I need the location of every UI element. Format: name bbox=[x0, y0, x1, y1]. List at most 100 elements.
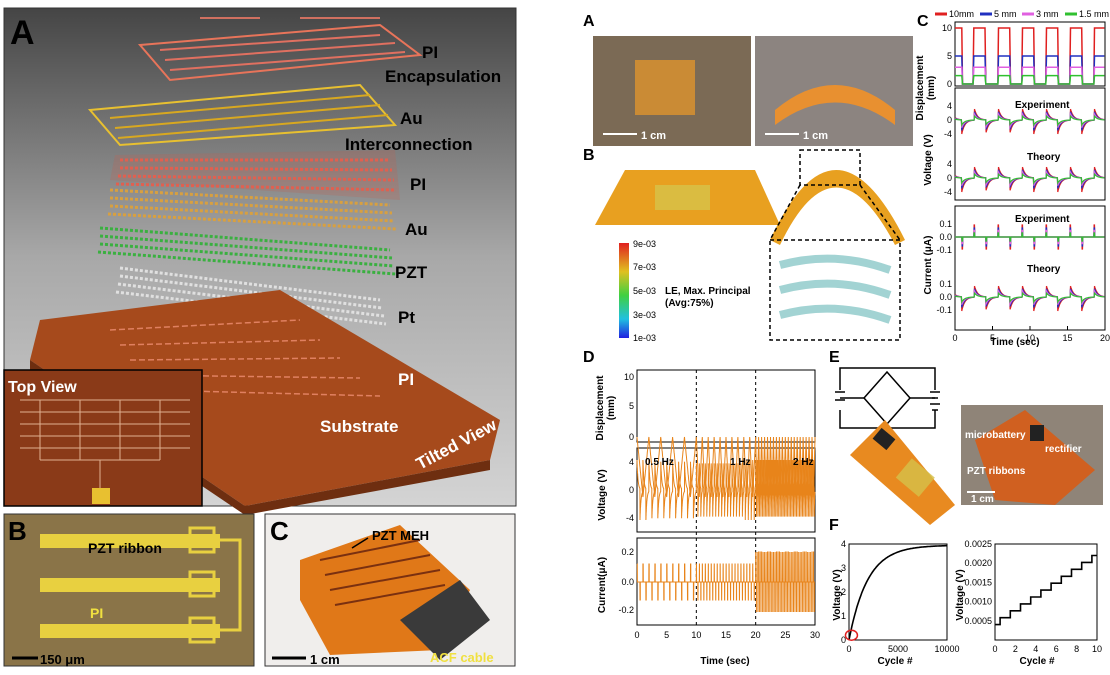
r-c-x-tick: 0 bbox=[952, 333, 957, 343]
label-au-1: Au bbox=[400, 109, 423, 128]
r-f-ylabel-1: Voltage (V) bbox=[832, 569, 843, 620]
r-c-curr-tick: 0.0 bbox=[939, 292, 952, 302]
r-f-y-tick-1: 3 bbox=[841, 563, 846, 573]
top-view-label: Top View bbox=[8, 379, 77, 396]
panel-b-ribbons bbox=[40, 526, 242, 644]
r-d-disp-tick: 0 bbox=[629, 432, 634, 442]
r-c-axes-1 bbox=[954, 87, 1106, 201]
label-interconnection: Interconnection bbox=[345, 135, 473, 154]
layer-pi-encapsulation bbox=[137, 17, 423, 82]
r-c-axes-0 bbox=[954, 21, 1106, 87]
panel-b-scale: 150 μm bbox=[40, 652, 85, 667]
r-c-disp-tick: 10 bbox=[942, 23, 952, 33]
r-c-curr-tick: 0.1 bbox=[939, 279, 952, 289]
r-f-y-tick-1: 4 bbox=[841, 539, 846, 549]
r-c-volt-tick: 0 bbox=[947, 115, 952, 125]
label-pi-3: PI bbox=[398, 370, 414, 389]
panel-c-letter: C bbox=[270, 516, 289, 546]
r-c-theory-1: Theory bbox=[1027, 152, 1061, 163]
panel-b-ribbon-label: PZT ribbon bbox=[88, 540, 162, 556]
r-c-volt-exp-3 bbox=[954, 114, 1105, 128]
r-d-volt-tick: 4 bbox=[629, 457, 634, 467]
r-c-curr-tick: 0.0 bbox=[939, 232, 952, 242]
r-f-axes-2 bbox=[994, 543, 1098, 641]
r-c-letter: C bbox=[917, 13, 929, 30]
r-e-rectifier: rectifier bbox=[1045, 444, 1082, 455]
r-d-ylabel-curr: Current(μA) bbox=[597, 557, 608, 613]
r-f-x-tick-1: 0 bbox=[846, 644, 851, 654]
r-c-experiment-2: Experiment bbox=[1015, 214, 1070, 225]
r-d-curr-series bbox=[636, 551, 815, 613]
right-figure: A 1 cm 1 cm B 9e-03 7e-03 bbox=[575, 0, 1110, 670]
r-f-x-tick-2: 8 bbox=[1074, 644, 1079, 654]
r-f-xlabel-1: Cycle # bbox=[877, 656, 912, 667]
r-b-colorbar-label: LE, Max. Principal bbox=[665, 286, 751, 297]
r-f-x-tick-2: 4 bbox=[1033, 644, 1038, 654]
label-pi-1: PI bbox=[422, 43, 438, 62]
r-f-y-tick-1: 2 bbox=[841, 587, 846, 597]
r-b-cbar-tick: 3e-03 bbox=[633, 310, 656, 320]
r-c-ylabel-curr: Current (μA) bbox=[923, 236, 934, 295]
r-f-red-circle bbox=[844, 629, 859, 641]
r-c-volt-tick: 4 bbox=[947, 101, 952, 111]
r-d-curr-tick: -0.2 bbox=[618, 605, 634, 615]
label-substrate: Substrate bbox=[320, 417, 398, 436]
r-e-microbattery: microbattery bbox=[965, 430, 1026, 441]
r-c-x-tick: 10 bbox=[1025, 333, 1035, 343]
layer-pi-red bbox=[110, 150, 400, 200]
r-d-ylabel-volt: Voltage (V) bbox=[597, 469, 608, 520]
r-b-letter: B bbox=[583, 147, 595, 164]
r-d-ylabel-disp: Displacement bbox=[595, 375, 606, 441]
r-c-legend: 10mm 5 mm 3 mm 1.5 mm bbox=[935, 9, 1109, 19]
r-c-volt-tick: 4 bbox=[947, 159, 952, 169]
r-d-x-tick: 15 bbox=[721, 630, 731, 640]
r-c-curr-tick: -0.1 bbox=[936, 245, 952, 255]
r-c-disp-series-2 bbox=[955, 66, 1105, 85]
r-f-letter: F bbox=[829, 517, 839, 534]
right-figure-svg: A 1 cm 1 cm B 9e-03 7e-03 bbox=[583, 9, 1110, 667]
panel-b-letter: B bbox=[8, 516, 27, 546]
legend-5mm: 5 mm bbox=[994, 9, 1017, 19]
r-c-disp-tick: 0 bbox=[947, 79, 952, 89]
r-c-disp-series-3 bbox=[955, 74, 1105, 85]
r-d-ylabel-disp-unit: (mm) bbox=[606, 396, 617, 420]
panel-c-acf-label: ACF cable bbox=[430, 650, 494, 665]
legend-10mm: 10mm bbox=[949, 9, 974, 19]
r-f-ylabel-2: Voltage (V) bbox=[955, 569, 966, 620]
layer-au bbox=[107, 188, 397, 231]
r-c-curr-tick: -0.1 bbox=[936, 305, 952, 315]
r-c-x-tick: 20 bbox=[1100, 333, 1110, 343]
r-b-cbar-tick: 9e-03 bbox=[633, 239, 656, 249]
r-c-ylabel-disp: Displacement bbox=[915, 55, 926, 121]
r-c-disp-series-1 bbox=[955, 55, 1105, 85]
legend-3mm: 3 mm bbox=[1036, 9, 1059, 19]
layer-pzt bbox=[97, 226, 397, 276]
r-f-x-tick-1: 5000 bbox=[888, 644, 908, 654]
r-f-y-tick-1: 0 bbox=[841, 635, 846, 645]
r-f-y-tick-2: 0.0005 bbox=[964, 616, 992, 626]
legend-1.5mm: 1.5 mm bbox=[1079, 9, 1109, 19]
r-c-ylabel-disp-unit: (mm) bbox=[926, 76, 937, 100]
r-e-scale: 1 cm bbox=[971, 494, 994, 505]
panel-c-scale: 1 cm bbox=[310, 652, 340, 667]
layer-au-interconnection bbox=[87, 83, 398, 147]
r-a-scale-1: 1 cm bbox=[641, 130, 666, 142]
r-d-volt-tick: 0 bbox=[629, 485, 634, 495]
panel-b-pi-label: PI bbox=[90, 605, 103, 621]
r-c-x-tick: 15 bbox=[1062, 333, 1072, 343]
r-d-curr-tick: 0.2 bbox=[621, 547, 634, 557]
r-c-xlabel: Time (sec) bbox=[990, 337, 1039, 348]
r-f-axes-1 bbox=[848, 543, 948, 641]
r-f-series-2 bbox=[995, 554, 1097, 626]
r-f-y-tick-2: 0.0015 bbox=[964, 577, 992, 587]
r-d-disp-tick: 5 bbox=[629, 401, 634, 411]
r-f-y-tick-1: 1 bbox=[841, 611, 846, 621]
r-d-chart: 10 5 0 4 0 -4 0.2 0.0 -0.2 0 5 10 15 20 25 30 bbox=[618, 369, 820, 640]
r-d-volt-series bbox=[636, 459, 816, 521]
top-view-inset bbox=[3, 369, 203, 507]
r-c-theory-2: Theory bbox=[1027, 264, 1061, 275]
r-d-x-tick: 30 bbox=[810, 630, 820, 640]
r-f-y-tick-2: 0.0020 bbox=[964, 558, 992, 568]
layer-substrate bbox=[30, 290, 500, 515]
